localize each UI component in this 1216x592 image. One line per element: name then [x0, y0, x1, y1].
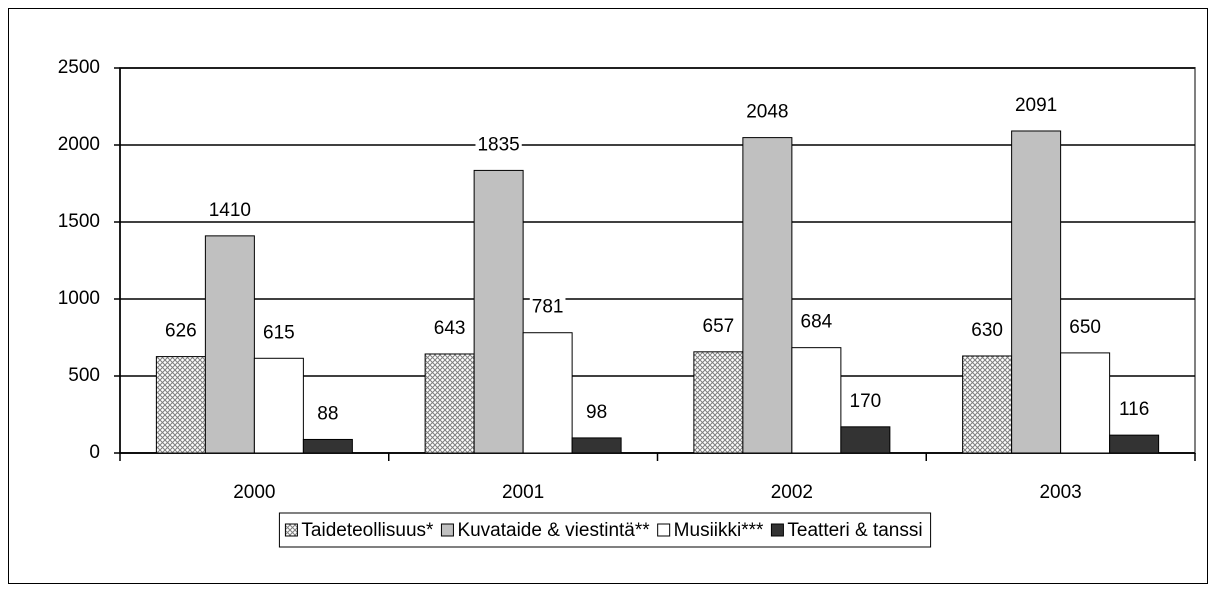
- data-label: 650: [1069, 317, 1101, 338]
- y-tick-label: 2000: [58, 134, 100, 155]
- label-bg: [798, 311, 835, 333]
- label-bg: [700, 315, 737, 337]
- label-bg: [315, 403, 341, 425]
- bar: [791, 347, 842, 454]
- label-bg: [475, 134, 522, 156]
- y-tick-label: 500: [68, 365, 100, 386]
- data-label: 2091: [1015, 95, 1057, 116]
- label-bg: [206, 199, 254, 221]
- data-label: 626: [165, 321, 197, 342]
- label-bg: [1067, 316, 1103, 338]
- x-tick-label: 2001: [502, 482, 544, 503]
- label-bg: [969, 319, 1005, 341]
- y-tick-label: 1500: [58, 211, 100, 232]
- data-label: 657: [703, 316, 735, 337]
- label-bg: [847, 390, 884, 412]
- legend: [278, 512, 932, 548]
- data-label: 116: [1119, 399, 1149, 420]
- label-bg: [261, 322, 297, 344]
- data-label: 630: [971, 320, 1003, 341]
- legend-label: Teatteri & tanssi: [787, 520, 922, 541]
- x-tick-label: 2003: [1039, 482, 1081, 503]
- label-bg: [1116, 399, 1152, 421]
- data-label: 98: [586, 402, 607, 423]
- y-tick-label: 0: [89, 442, 100, 463]
- bar: [571, 437, 622, 454]
- data-label: 1410: [209, 200, 251, 221]
- data-label: 615: [263, 322, 295, 343]
- data-label: 88: [317, 403, 338, 424]
- data-label: 643: [434, 318, 466, 339]
- bar: [424, 353, 475, 454]
- x-tick-label: 2002: [771, 482, 813, 503]
- legend-swatch: [284, 523, 298, 537]
- label-bg: [584, 401, 610, 423]
- legend-swatch: [657, 523, 671, 537]
- bar: [302, 438, 353, 454]
- data-label: 684: [801, 312, 833, 333]
- legend-label: Taideteollisuus*: [301, 520, 434, 541]
- label-bg: [431, 317, 468, 339]
- y-tick-label: 1000: [58, 288, 100, 309]
- data-label: 781: [532, 297, 564, 318]
- bar: [1011, 130, 1062, 454]
- legend-swatch: [770, 523, 784, 537]
- label-bg: [744, 101, 791, 123]
- bar: [693, 351, 744, 454]
- y-tick-label: 2500: [58, 57, 100, 78]
- label-bg: [529, 296, 566, 318]
- bar: [155, 356, 206, 454]
- data-label: 1835: [477, 134, 519, 155]
- bar: [962, 355, 1013, 454]
- x-tick-label: 2000: [233, 482, 275, 503]
- bar: [742, 137, 793, 454]
- label-bg: [163, 320, 199, 342]
- bar: [253, 357, 304, 454]
- bar: [473, 169, 524, 454]
- bar: [522, 332, 573, 454]
- legend-label: Musiikki***: [674, 520, 764, 541]
- data-label: 170: [850, 391, 882, 412]
- bar: [1060, 352, 1111, 454]
- legend-swatch: [440, 523, 454, 537]
- bar: [204, 235, 255, 454]
- data-label: 2048: [746, 102, 788, 123]
- label-bg: [1012, 95, 1060, 117]
- bar: [840, 426, 891, 454]
- legend-label: Kuvataide & viestintä**: [457, 520, 650, 541]
- bar: [1109, 434, 1160, 454]
